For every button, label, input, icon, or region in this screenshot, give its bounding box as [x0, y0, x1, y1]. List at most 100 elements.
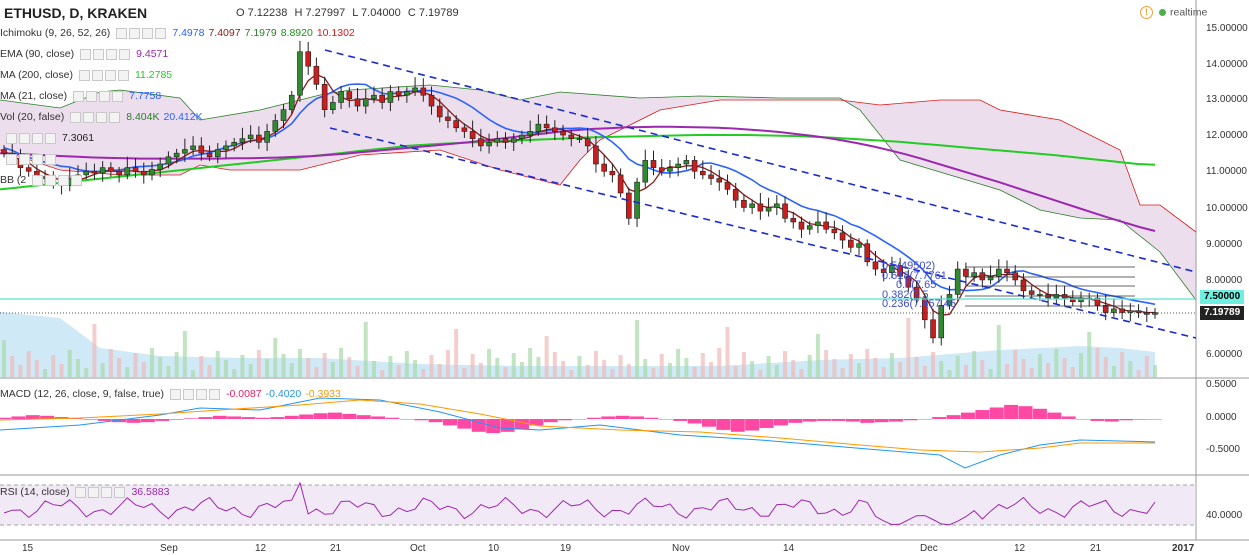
candle-body [798, 221, 805, 230]
add-icon[interactable] [104, 69, 116, 81]
alert-circle-icon[interactable]: ! [1140, 6, 1153, 19]
close-icon[interactable] [45, 153, 56, 165]
close-icon[interactable] [119, 48, 131, 60]
candle-body [667, 167, 673, 172]
close-icon[interactable] [114, 486, 126, 498]
indicator-buttons[interactable] [116, 27, 168, 40]
close-icon[interactable] [109, 111, 121, 123]
indicator-legend[interactable]: BB (2 [0, 174, 84, 187]
eye-icon[interactable] [78, 69, 90, 81]
indicator-buttons[interactable] [70, 111, 122, 124]
volume-bar [577, 356, 582, 378]
close-icon[interactable] [112, 90, 124, 102]
macd-legend[interactable]: MACD (12, 26, close, 9, false, true) -0.0… [0, 388, 341, 401]
add-icon[interactable] [101, 486, 113, 498]
add-icon[interactable] [58, 174, 70, 186]
volume-bar [421, 369, 426, 378]
settings-icon[interactable] [129, 27, 141, 39]
add-icon[interactable] [142, 27, 154, 39]
volume-bar [857, 363, 862, 378]
indicator-buttons[interactable] [75, 486, 127, 499]
volume-bar [659, 354, 664, 378]
macd-histogram-bar [284, 415, 299, 419]
volume-bar [914, 357, 919, 378]
price-axis-label: 8.00000 [1206, 275, 1243, 286]
indicator-buttons[interactable] [78, 69, 131, 82]
settings-icon[interactable] [182, 388, 194, 400]
indicator-buttons[interactable] [32, 174, 84, 187]
settings-icon[interactable] [88, 486, 100, 498]
indicator-legend[interactable]: Ichimoku (9, 26, 52, 26) 7.4978 7.4097 7.19… [0, 27, 355, 40]
rsi-legend[interactable]: RSI (14, close) 36.5883 [0, 486, 169, 499]
eye-icon[interactable] [73, 90, 85, 102]
indicator-buttons[interactable] [80, 48, 132, 61]
indicator-legend[interactable]: 7.3061 [0, 132, 94, 145]
settings-icon[interactable] [93, 48, 105, 60]
volume-bar [330, 362, 335, 378]
indicator-legend[interactable]: EMA (90, close) 9.4571 [0, 48, 168, 61]
realtime-status[interactable]: ! realtime [1140, 6, 1207, 19]
candle-body [905, 276, 912, 288]
settings-icon[interactable] [45, 174, 57, 186]
volume-bar [182, 331, 187, 378]
indicator-buttons[interactable] [6, 132, 58, 145]
eye-icon[interactable] [70, 111, 82, 123]
settings-icon[interactable] [19, 153, 30, 165]
settings-icon[interactable] [83, 111, 95, 123]
indicator-legend[interactable]: MA (21, close) 7.7758 [0, 90, 161, 103]
close-icon[interactable] [45, 132, 56, 144]
candle-body [346, 91, 353, 100]
settings-icon[interactable] [86, 90, 98, 102]
candle-body [872, 261, 879, 270]
indicator-buttons[interactable] [6, 153, 58, 166]
add-icon[interactable] [106, 48, 118, 60]
indicator-lines [0, 73, 1156, 316]
macd-histogram-bar [946, 415, 961, 419]
eye-icon[interactable] [6, 153, 17, 165]
close-icon[interactable] [117, 69, 129, 81]
add-icon[interactable] [195, 388, 207, 400]
macd-histogram-bar [860, 419, 875, 423]
macd-histogram-bar [1090, 419, 1105, 421]
volume-bar [799, 369, 804, 378]
add-icon[interactable] [32, 153, 43, 165]
volume-bar [569, 370, 574, 378]
symbol-title[interactable]: ETHUSD, D, KRAKEN [4, 5, 148, 21]
settings-icon[interactable] [19, 132, 30, 144]
indicator-buttons[interactable] [169, 388, 222, 401]
macd-axis-label: -0.5000 [1206, 444, 1240, 455]
indicator-legend[interactable]: MA (200, close) 11.2785 [0, 69, 172, 82]
indicator-label: BB (2 [0, 174, 27, 186]
candle-body [954, 268, 961, 295]
macd-histogram-bar [759, 419, 774, 428]
close-icon[interactable] [155, 27, 167, 39]
candle-body [379, 94, 385, 103]
indicator-legend[interactable]: Vol (20, false) 8.404K 20.412K [0, 111, 203, 124]
close-icon[interactable] [208, 388, 220, 400]
add-icon[interactable] [96, 111, 108, 123]
indicator-legend[interactable] [0, 153, 58, 166]
eye-icon[interactable] [116, 27, 128, 39]
macd-histogram-bar [68, 418, 83, 419]
eye-icon[interactable] [80, 48, 92, 60]
close-value: C 7.19789 [407, 7, 459, 19]
candle-body [288, 94, 295, 110]
add-icon[interactable] [99, 90, 111, 102]
candle-body [897, 265, 903, 277]
candle-body [700, 170, 706, 176]
cloud-fill [0, 85, 1196, 300]
add-icon[interactable] [32, 132, 43, 144]
eye-icon[interactable] [32, 174, 44, 186]
eye-icon[interactable] [75, 486, 87, 498]
eye-icon[interactable] [6, 132, 17, 144]
eye-icon[interactable] [169, 388, 181, 400]
candle-body [979, 272, 986, 281]
macd-histogram-bar [1076, 419, 1091, 420]
settings-icon[interactable] [91, 69, 103, 81]
close-icon[interactable] [71, 174, 83, 186]
time-axis-label: 12 [255, 543, 267, 554]
candle-body [256, 134, 262, 143]
candle-body [732, 189, 739, 201]
indicator-buttons[interactable] [73, 90, 125, 103]
